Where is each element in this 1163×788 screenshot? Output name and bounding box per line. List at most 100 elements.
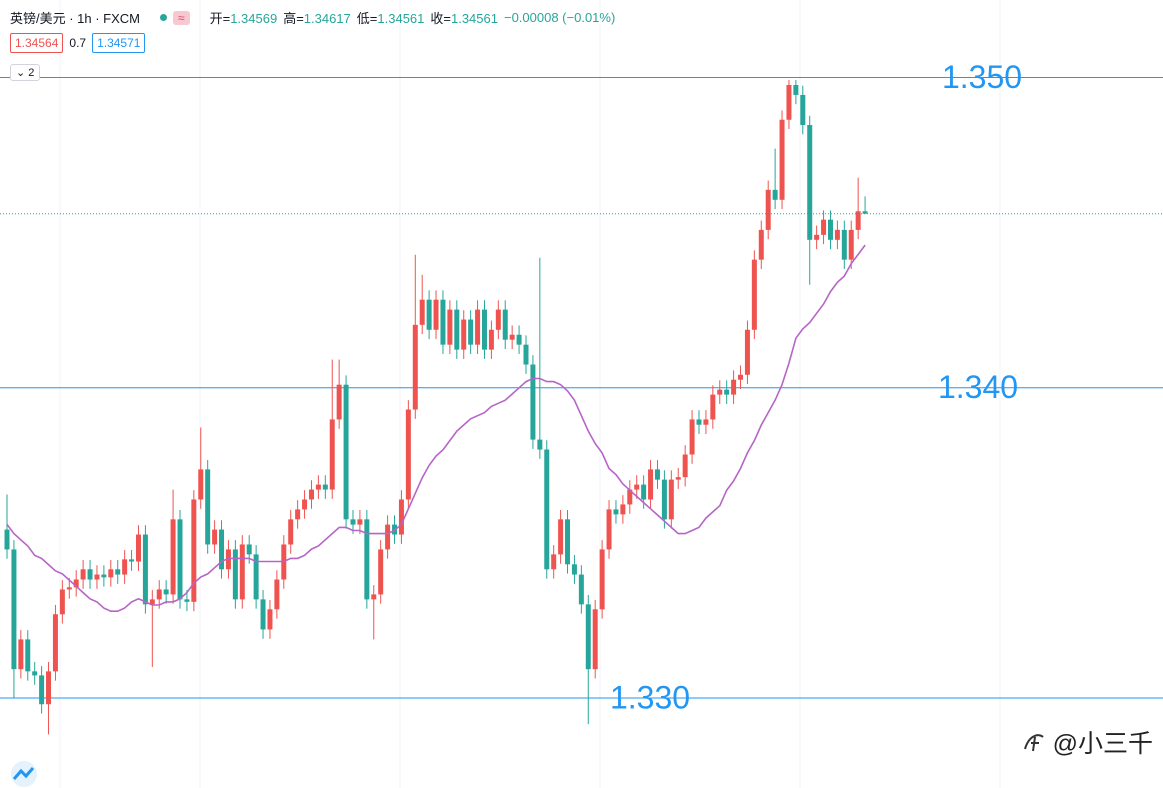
candle-body: [468, 319, 474, 345]
bid-button[interactable]: 1.34564: [10, 33, 64, 53]
candle-body: [800, 94, 806, 126]
candle-body: [115, 569, 121, 575]
candle-body: [834, 229, 840, 240]
candle-body: [378, 549, 384, 595]
open-label: 开=: [209, 11, 231, 26]
candle-body: [758, 229, 764, 260]
candle-body: [751, 259, 757, 330]
candle-body: [129, 559, 135, 562]
candle-body: [142, 534, 148, 605]
high-value: 1.34617: [303, 11, 351, 26]
logo: [11, 761, 37, 787]
candle-body: [225, 549, 231, 570]
candle-body: [585, 604, 591, 670]
candle-body: [336, 384, 342, 420]
candle-body: [558, 519, 564, 555]
candle-body: [371, 594, 377, 600]
watermark: @小三千: [1021, 724, 1153, 760]
candle-body: [461, 319, 467, 350]
legend: 英镑/美元 · 1h · FXCM ≈ 开=1.34569 高=1.34617 …: [10, 8, 615, 27]
candle-body: [156, 589, 162, 600]
candle-body: [537, 439, 543, 450]
candle-body: [571, 564, 577, 575]
candle-body: [87, 569, 93, 580]
candle-body: [32, 671, 38, 676]
candles: [4, 80, 868, 735]
candle-body: [481, 309, 487, 350]
close-label: 收=: [430, 11, 451, 26]
low-label: 低=: [356, 11, 378, 26]
close-value: 1.34561: [450, 11, 498, 26]
candle-body: [641, 484, 647, 500]
candle-body: [25, 639, 31, 672]
candle-body: [302, 499, 308, 510]
candle-body: [786, 85, 792, 120]
candle-body: [606, 509, 612, 550]
candle-body: [315, 484, 321, 490]
candle-body: [827, 219, 833, 240]
candle-body: [855, 211, 861, 230]
candle-body: [4, 529, 10, 550]
candle-body: [654, 469, 660, 480]
candle-body: [205, 469, 211, 545]
candle-body: [433, 299, 439, 330]
candle-body: [18, 639, 24, 670]
market-status: [160, 14, 168, 21]
candle-body: [149, 599, 155, 605]
candle-body: [772, 189, 778, 200]
candle-body: [848, 229, 854, 260]
candle-body: [398, 499, 404, 535]
candle-body: [592, 609, 598, 670]
candle-body: [724, 389, 730, 395]
candle-body: [648, 469, 654, 500]
candle-body: [565, 519, 571, 565]
candle-body: [232, 549, 238, 600]
candle-body: [620, 504, 626, 515]
candle-body: [329, 419, 335, 490]
candle-body: [295, 509, 301, 520]
candle-body: [738, 374, 744, 380]
candle-body: [814, 234, 820, 240]
candle-body: [405, 409, 411, 500]
candle-body: [80, 569, 86, 580]
candle-body: [447, 309, 453, 345]
candle-body: [661, 479, 667, 520]
watermark-text: @小三千: [1052, 730, 1153, 758]
candle-body: [364, 519, 370, 600]
low-value: 1.34561: [377, 11, 425, 26]
candle-body: [717, 389, 723, 395]
candle-body: [475, 309, 481, 345]
candle-body: [308, 489, 314, 500]
candle-body: [578, 574, 584, 605]
candle-body: [523, 344, 529, 365]
candle-body: [122, 559, 128, 575]
candle-body: [322, 484, 328, 490]
candle-body: [239, 544, 245, 600]
candle-body: [821, 219, 827, 235]
candle-body: [59, 589, 65, 615]
candle-body: [634, 484, 640, 490]
high-label: 高=: [283, 11, 304, 26]
candle-body: [177, 519, 183, 600]
candle-body: [170, 519, 176, 595]
candle-body: [108, 569, 114, 578]
symbol-title[interactable]: 英镑/美元 · 1h · FXCM: [10, 11, 141, 26]
indicator-toggle[interactable]: ⌄ 2: [10, 64, 41, 81]
candle-body: [613, 509, 619, 515]
candle-body: [191, 499, 197, 602]
ask-button[interactable]: 1.34571: [92, 33, 146, 53]
candle-body: [765, 189, 771, 230]
candle-body: [516, 334, 522, 345]
candle-body: [841, 229, 847, 260]
watermark-icon: [1023, 734, 1044, 752]
candle-body: [343, 384, 349, 520]
candle-body: [668, 479, 674, 520]
indicator-count: 2: [28, 67, 35, 79]
candle-body: [350, 519, 356, 525]
candle-body: [39, 675, 45, 705]
candle-body: [52, 614, 58, 672]
candle-body: [385, 524, 391, 550]
candle-body: [807, 125, 813, 240]
candle-body: [267, 609, 273, 630]
